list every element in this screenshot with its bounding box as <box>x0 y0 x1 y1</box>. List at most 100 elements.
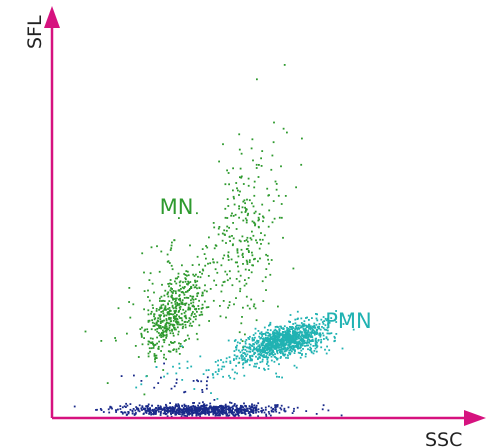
scatter-point <box>172 319 175 322</box>
scatter-point <box>179 343 182 345</box>
scatter-point <box>215 284 218 286</box>
scatter-point <box>178 297 181 300</box>
scatter-point <box>165 410 168 412</box>
scatter-point <box>245 259 248 262</box>
scatter-point <box>275 183 278 185</box>
scatter-point <box>320 318 323 321</box>
scatter-point <box>280 325 282 328</box>
scatter-point <box>263 367 265 370</box>
scatter-point <box>278 330 281 333</box>
scatter-point <box>125 402 127 405</box>
scatter-point <box>302 348 304 350</box>
scatter-point <box>191 312 193 315</box>
scatter-point <box>309 340 311 342</box>
scatter-point <box>249 351 252 353</box>
scatter-point <box>225 408 227 411</box>
scatter-point <box>134 345 137 347</box>
scatter-point <box>249 347 252 349</box>
scatter-point <box>233 358 235 360</box>
scatter-point <box>259 351 262 354</box>
scatter-point <box>286 326 288 329</box>
scatter-point <box>220 264 223 267</box>
scatter-point <box>214 410 216 413</box>
scatter-point <box>175 297 178 300</box>
scatter-point <box>162 412 165 415</box>
scatter-point <box>194 410 197 413</box>
scatter-point <box>321 321 324 323</box>
scatter-point <box>212 412 215 415</box>
scatter-point <box>226 198 229 200</box>
scatter-point <box>196 338 199 341</box>
scatter-point <box>275 329 278 332</box>
scatter-point <box>179 305 182 308</box>
scatter-point <box>192 411 195 414</box>
scatter-point <box>257 176 260 178</box>
scatter-point <box>235 182 238 184</box>
scatter-point <box>114 337 116 339</box>
scatter-point <box>185 296 188 299</box>
scatter-point <box>190 410 192 412</box>
scatter-point <box>187 282 190 284</box>
scatter-point <box>154 358 156 361</box>
scatter-point <box>280 165 282 168</box>
scatter-point <box>206 380 208 383</box>
scatter-point <box>132 303 135 306</box>
scatter-point <box>138 410 141 413</box>
scatter-point <box>280 356 282 358</box>
scatter-point <box>141 405 144 408</box>
scatter-point <box>315 323 318 326</box>
scatter-point <box>305 324 308 327</box>
scatter-point <box>212 410 215 413</box>
scatter-point <box>160 306 163 309</box>
scatter-point <box>186 367 189 369</box>
scatter-point <box>242 348 245 351</box>
scatter-point <box>213 279 215 282</box>
scatter-point <box>188 411 191 413</box>
scatter-point <box>270 168 273 171</box>
scatter-point <box>200 307 203 310</box>
scatter-point <box>73 405 76 408</box>
scatter-point <box>194 405 197 408</box>
scatter-point <box>290 345 293 348</box>
scatter-point <box>251 251 253 254</box>
scatter-point <box>322 404 325 407</box>
scatter-point <box>158 314 161 317</box>
scatter-point <box>235 405 238 408</box>
scatter-point <box>281 348 283 351</box>
scatter-point <box>298 334 300 337</box>
scatter-point <box>258 164 260 166</box>
scatter-point <box>248 199 251 202</box>
scatter-point <box>220 404 223 407</box>
scatter-point <box>257 415 259 418</box>
scatter-point <box>241 405 244 408</box>
scatter-point <box>233 203 236 206</box>
scatter-point <box>206 408 209 411</box>
scatter-point <box>228 374 230 377</box>
scatter-point <box>167 409 169 411</box>
scatter-point <box>154 410 157 413</box>
scatter-point <box>297 351 300 354</box>
scatter-point <box>196 280 199 283</box>
scatter-point <box>159 300 161 302</box>
scatter-point <box>199 415 201 418</box>
scatter-point <box>209 411 212 414</box>
scatter-point <box>266 347 269 349</box>
scatter-point <box>152 307 154 309</box>
scatter-point <box>195 273 197 276</box>
scatter-point <box>185 406 188 409</box>
scatter-point <box>154 412 157 415</box>
scatter-point <box>274 409 277 411</box>
scatter-point <box>162 333 164 335</box>
scatter-point <box>241 359 244 361</box>
scatter-point <box>341 347 344 350</box>
scatter-point <box>294 350 296 352</box>
scatter-point <box>252 234 255 237</box>
scatter-point <box>260 333 263 336</box>
scatter-point <box>208 412 210 415</box>
scatter-point <box>270 410 273 413</box>
scatter-point <box>205 306 208 309</box>
scatter-point <box>254 332 257 335</box>
scatter-point <box>260 344 263 347</box>
scatter-point <box>293 407 295 410</box>
scatter-point <box>228 270 231 273</box>
